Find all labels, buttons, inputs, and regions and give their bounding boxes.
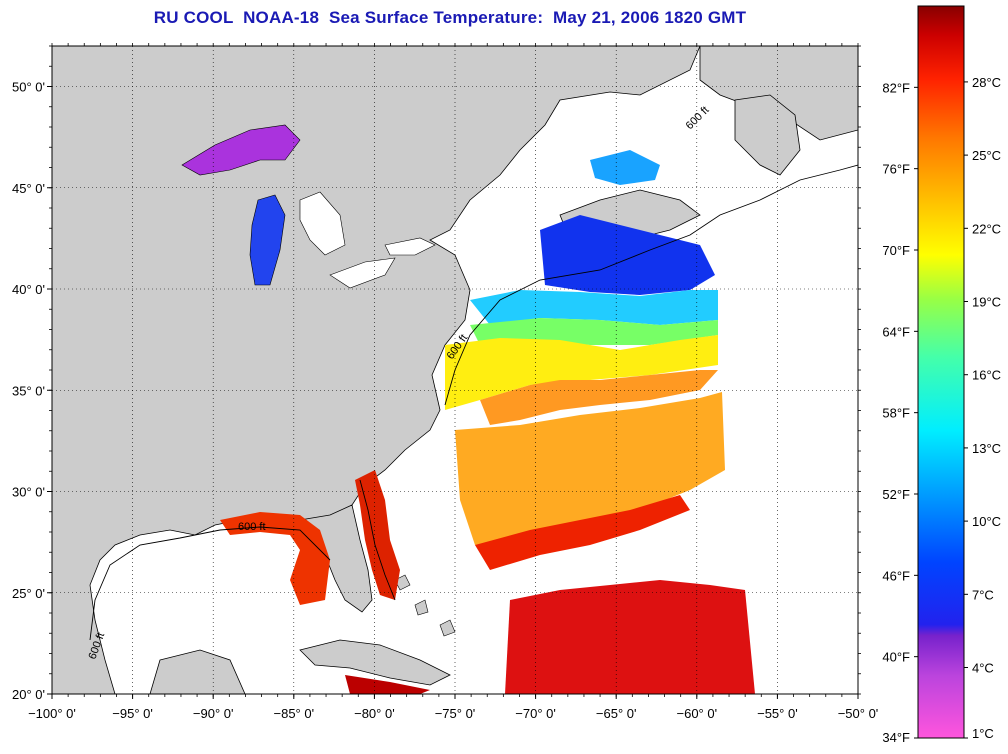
isobath-600ft-atlantic-south — [359, 479, 396, 601]
lon-tick-label: −75° 0' — [435, 706, 476, 721]
lake-superior-sst — [181, 124, 301, 176]
sst-gulf-st-lawrence — [590, 150, 660, 185]
sst-green-band — [470, 318, 718, 345]
isobath-600ft — [444, 164, 858, 406]
lake-erie — [329, 257, 396, 289]
cb-c-label: 16°C — [972, 368, 1001, 383]
sst-cuba-south — [345, 675, 430, 694]
cb-f-label: 76°F — [882, 162, 910, 177]
land-newfoundland-island — [734, 94, 801, 176]
lon-tick-label: −50° 0' — [838, 706, 879, 721]
sst-red-band — [475, 495, 690, 570]
cb-c-label: 22°C — [972, 221, 1001, 236]
lon-tick-label: −60° 0' — [677, 706, 718, 721]
lake-huron — [299, 191, 346, 256]
cb-f-label: 46°F — [882, 568, 910, 583]
isobath-label-gulf: 600 ft — [238, 521, 266, 533]
colorbar — [917, 5, 965, 739]
cb-c-label: 13°C — [972, 441, 1001, 456]
land-yucatan — [149, 649, 246, 694]
lon-tick-label: −95° 0' — [112, 706, 153, 721]
map-title: RU COOL NOAA-18 Sea Surface Temperature:… — [153, 8, 747, 27]
cb-c-label: 28°C — [972, 75, 1001, 90]
latitude-axis: 20° 0' 25° 0' 30° 0' 35° 0' 40° 0' 45° 0' 50° … — [12, 45, 861, 702]
sst-caribbean — [505, 580, 755, 694]
lat-tick-label: 40° 0' — [12, 282, 45, 297]
cb-c-label: 7°C — [972, 587, 994, 602]
land-cuba — [299, 639, 451, 686]
lake-michigan-sst — [249, 194, 286, 286]
sst-gulf-of-mexico-north — [220, 512, 330, 605]
lon-tick-label: −65° 0' — [596, 706, 637, 721]
cb-c-label: 1°C — [972, 726, 994, 741]
lon-tick-label: −70° 0' — [515, 706, 556, 721]
cb-f-label: 40°F — [882, 650, 910, 665]
lat-tick-label: 25° 0' — [12, 586, 45, 601]
cb-f-label: 64°F — [882, 324, 910, 339]
lat-tick-label: 50° 0' — [12, 80, 45, 95]
longitude-axis: −100° 0' −95° 0' −90° 0' −85° 0' −80° 0' −75°… — [28, 43, 878, 721]
lon-tick-label: −100° 0' — [28, 706, 76, 721]
lat-tick-label: 35° 0' — [12, 383, 45, 398]
isobath-600ft-gulf — [89, 526, 331, 641]
cb-f-label: 52°F — [882, 487, 910, 502]
lat-tick-label: 20° 0' — [12, 687, 45, 702]
sst-gulf-of-maine — [540, 215, 715, 295]
cb-c-label: 4°C — [972, 661, 994, 676]
colorbar-fahrenheit-ticks: 34°F 40°F 46°F 52°F 58°F 64°F 70°F 76°F 82°F — [882, 80, 918, 745]
sst-sargasso-orange — [455, 392, 725, 560]
cb-f-label: 34°F — [882, 730, 910, 745]
lon-tick-label: −55° 0' — [757, 706, 798, 721]
lon-tick-label: −90° 0' — [193, 706, 234, 721]
cb-c-label: 25°C — [972, 148, 1001, 163]
sst-yellow-band — [445, 335, 718, 410]
cb-f-label: 70°F — [882, 243, 910, 258]
lake-ontario — [384, 237, 436, 256]
cb-c-label: 10°C — [972, 514, 1001, 529]
sst-orange-gulfstream — [480, 370, 718, 425]
cb-f-label: 58°F — [882, 406, 910, 421]
colorbar-celsius-ticks: 1°C 4°C 7°C 10°C 13°C 16°C 19°C 22°C 25°C 28°C — [964, 75, 1001, 741]
sst-cyan-band — [470, 290, 718, 325]
cb-c-label: 19°C — [972, 295, 1001, 310]
lon-tick-label: −85° 0' — [274, 706, 315, 721]
graticule — [52, 46, 858, 694]
lon-tick-label: −80° 0' — [354, 706, 395, 721]
cb-f-label: 82°F — [882, 80, 910, 95]
lat-tick-label: 30° 0' — [12, 485, 45, 500]
lat-tick-label: 45° 0' — [12, 181, 45, 196]
land-bahamas — [394, 574, 456, 637]
